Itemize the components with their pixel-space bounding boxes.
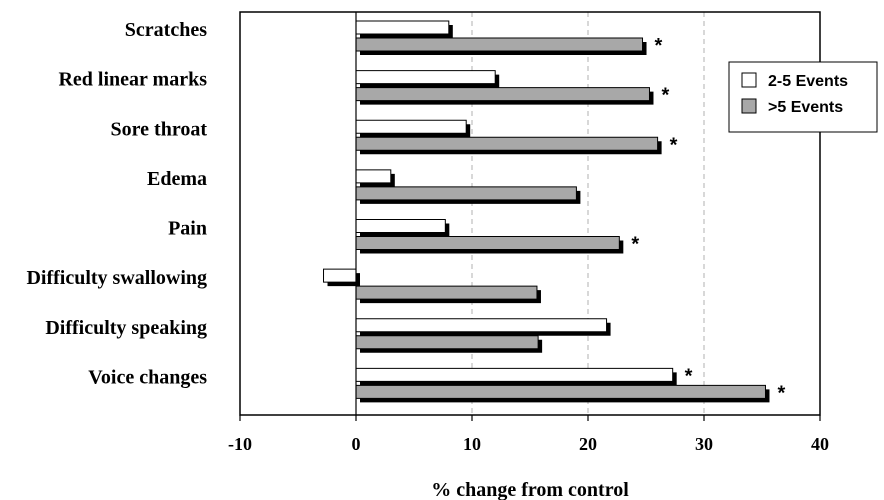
significance-marker: * [661, 85, 669, 107]
tick-label-10: 10 [463, 434, 481, 454]
category-labels: Scratches Red linear marks Sore throat Edem… [26, 19, 207, 388]
bar-scratches-1 [355, 20, 450, 35]
category-label-edema: Edema [147, 168, 207, 190]
bar-sore-throat-2 [355, 136, 659, 151]
bar-red-linear-marks-1 [355, 70, 496, 85]
bar-voice-changes-1 [355, 367, 674, 382]
x-axis-ticks: -10 0 10 20 30 40 [228, 415, 829, 454]
bar-voice-changes-2 [355, 384, 766, 399]
significance-marker: * [631, 234, 639, 256]
bar-red-linear-marks-2 [355, 87, 650, 102]
significance-marker: * [655, 35, 663, 57]
category-label-sore-throat: Sore throat [111, 118, 208, 140]
significance-marker: * [685, 365, 693, 387]
category-label-red-linear-marks: Red linear marks [58, 69, 207, 91]
category-label-voice-changes: Voice changes [88, 366, 207, 388]
bar-difficulty-swallowing-2 [355, 285, 538, 300]
legend-label-2: >5 Events [768, 99, 843, 116]
plot-frame [239, 11, 821, 416]
tick-label-20: 20 [579, 434, 597, 454]
category-label-scratches: Scratches [125, 19, 207, 41]
gridlines [471, 12, 705, 415]
category-label-pain: Pain [168, 218, 207, 240]
legend: 2-5 Events >5 Events [728, 61, 878, 133]
bar-pain-1 [355, 219, 446, 233]
tick-label--10: -10 [228, 434, 252, 454]
significance-marker: * [777, 382, 785, 404]
x-axis-label: % change from control [431, 479, 629, 500]
bar-difficulty-speaking-1 [355, 318, 608, 333]
bars: * * * * * * [323, 12, 785, 415]
bar-edema-2 [355, 186, 577, 201]
significance-marker: * [670, 134, 678, 156]
bar-pain-2 [355, 236, 620, 250]
bar-sore-throat-1 [355, 119, 467, 134]
legend-label-1: 2-5 Events [768, 73, 848, 90]
category-label-difficulty-swallowing: Difficulty swallowing [26, 267, 207, 289]
legend-swatch-2 [741, 98, 757, 114]
category-label-difficulty-speaking: Difficulty speaking [45, 317, 207, 339]
bar-scratches-2 [355, 37, 644, 52]
tick-label-0: 0 [352, 434, 361, 454]
legend-swatch-1 [741, 72, 757, 88]
tick-label-30: 30 [695, 434, 713, 454]
tick-label-40: 40 [811, 434, 829, 454]
bar-difficulty-speaking-2 [355, 335, 539, 350]
bar-edema-1 [355, 169, 392, 184]
bar-difficulty-swallowing-1 [323, 268, 357, 283]
